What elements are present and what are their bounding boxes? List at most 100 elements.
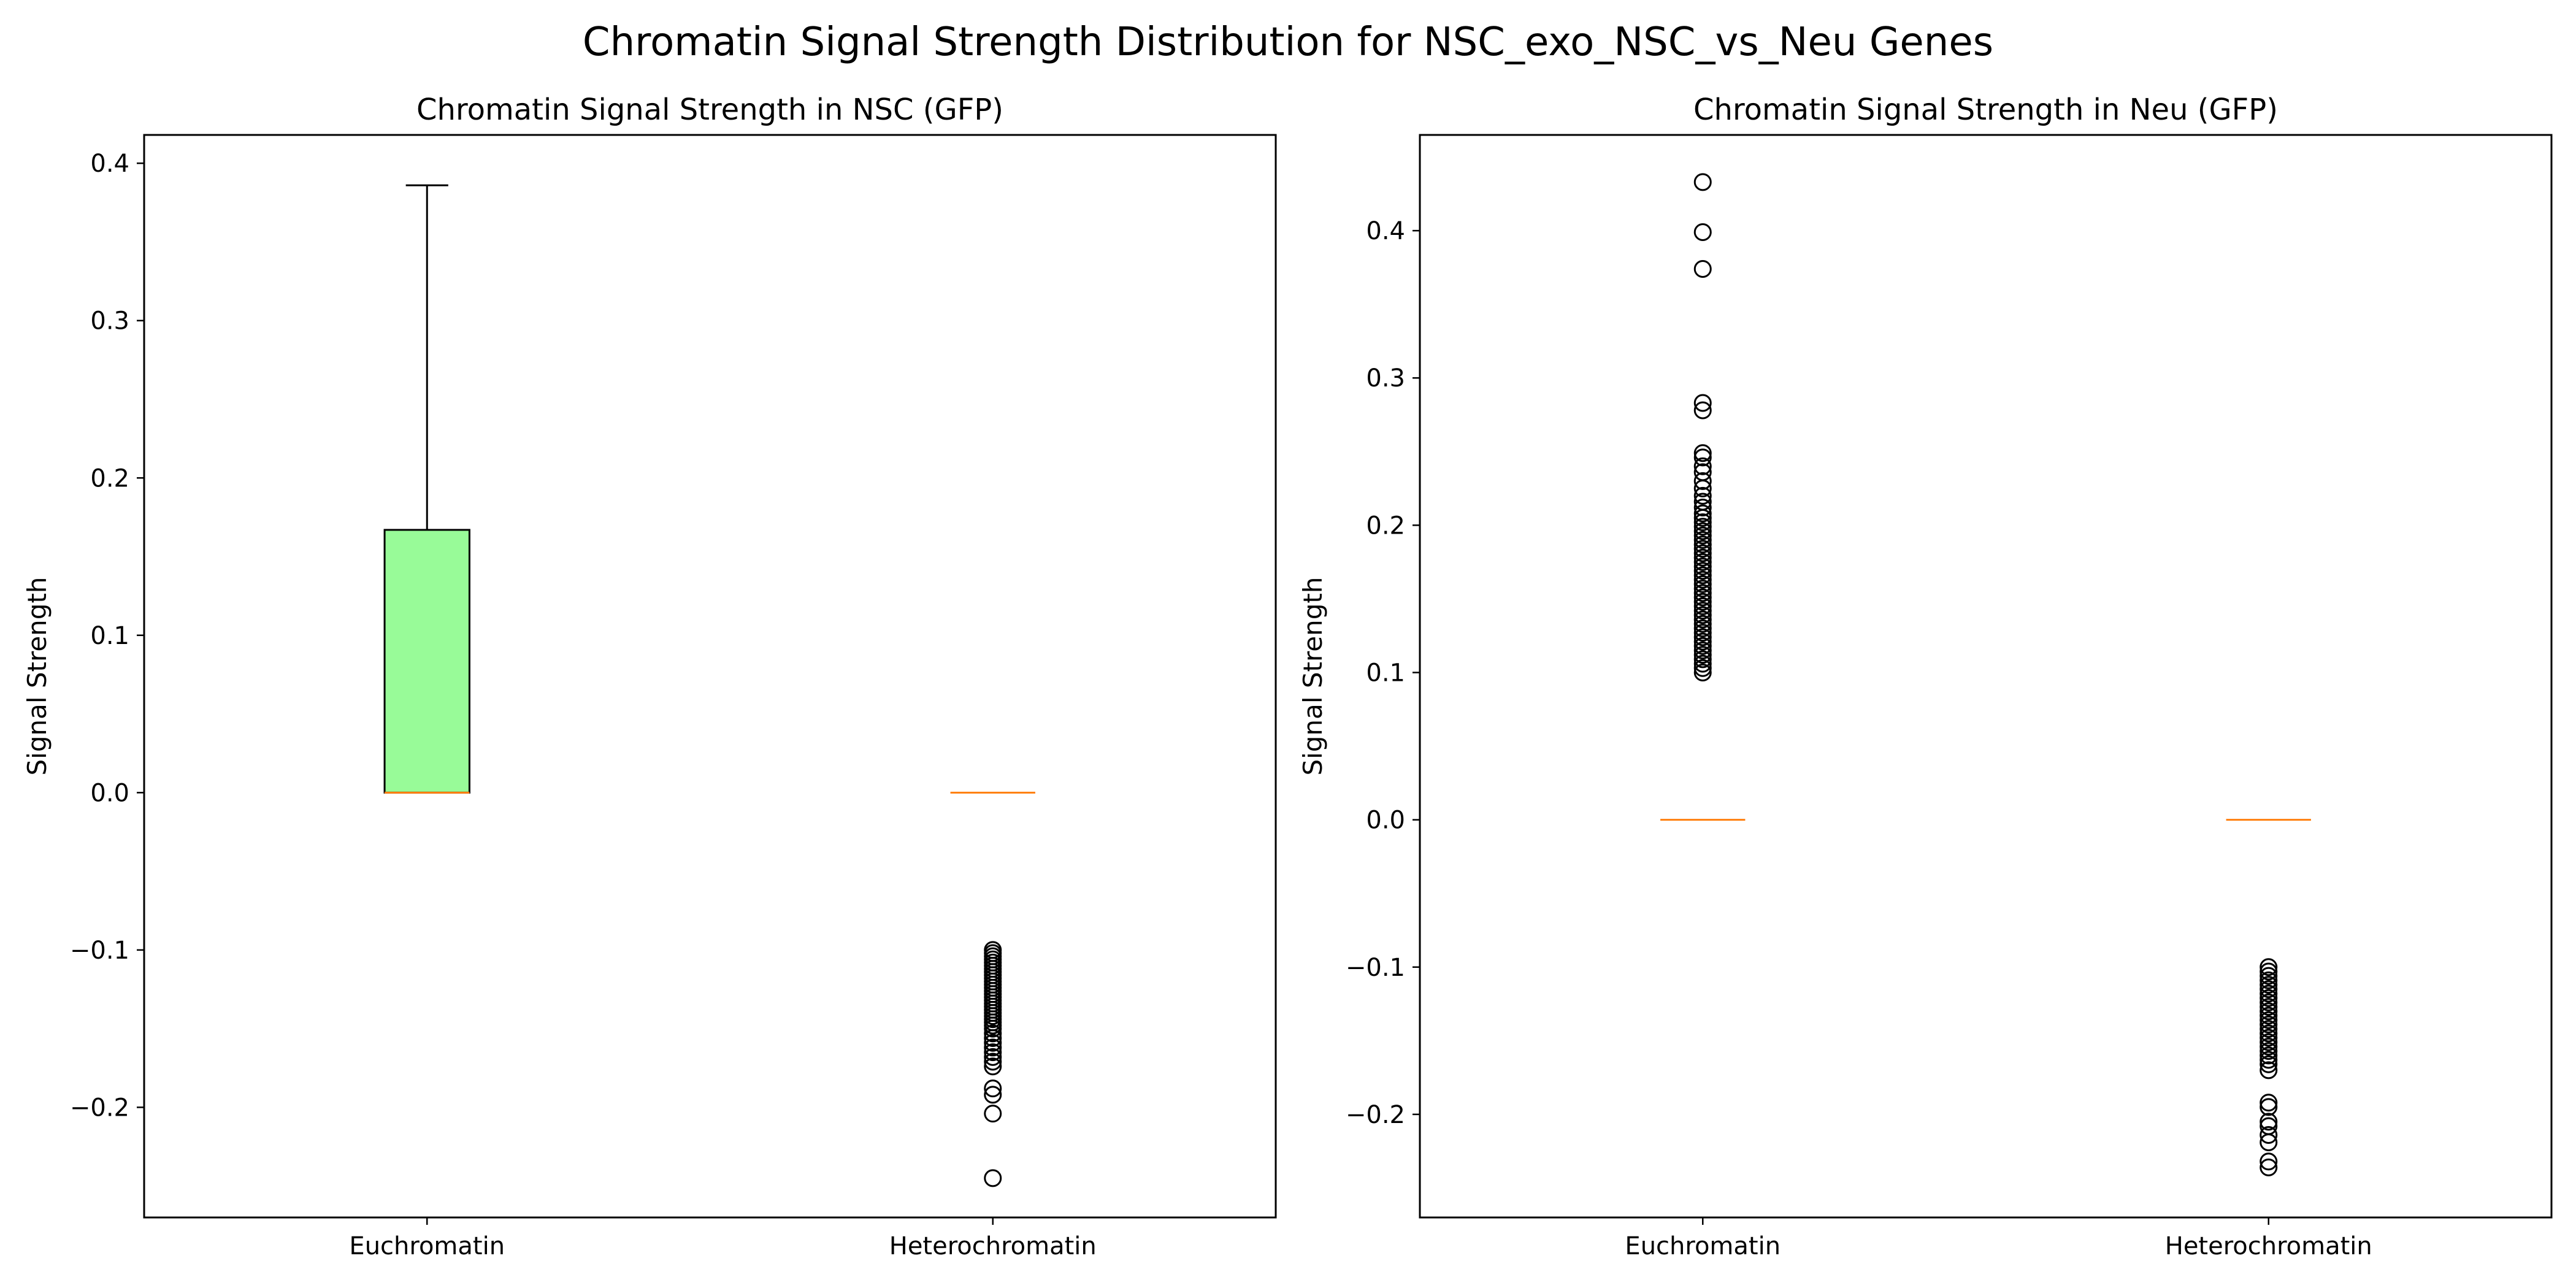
outlier-point [2260, 1020, 2278, 1038]
outlier-point [1693, 504, 1712, 523]
outlier-point [1693, 548, 1712, 567]
y-tick-label: 0.1 [1366, 659, 1405, 687]
outlier-point [1693, 562, 1712, 580]
box-euchromatin [383, 184, 470, 794]
outlier-point [2260, 1098, 2278, 1116]
outlier-point [984, 1079, 1002, 1098]
outlier-point [2260, 1051, 2278, 1069]
outlier-point [1693, 540, 1712, 558]
outlier-point [2260, 993, 2278, 1011]
outlier-point [1693, 463, 1712, 481]
panel-neu-frame [1419, 134, 2553, 1219]
y-tick-label: −0.1 [70, 937, 129, 965]
outlier-point [1693, 522, 1712, 540]
y-tick-label: 0.2 [1366, 512, 1405, 540]
outlier-point [1693, 486, 1712, 505]
outlier-point [984, 1086, 1002, 1104]
outlier-point [2260, 976, 2278, 994]
box-heterochromatin [950, 791, 1035, 1187]
outlier-point [1693, 632, 1712, 651]
outlier-point [1693, 526, 1712, 545]
y-tick-label: 0.0 [1366, 807, 1405, 835]
outlier-point [1693, 588, 1712, 607]
outlier-point [984, 1029, 1002, 1048]
panels: Chromatin Signal Strength in NSC (GFP) −0… [22, 93, 2553, 1260]
outlier-point [984, 1043, 1002, 1062]
outlier-point [2260, 1055, 2278, 1073]
outlier-point [2260, 1152, 2278, 1171]
y-tick-label: 0.1 [90, 622, 129, 650]
outlier-point [1693, 615, 1712, 633]
outlier-point [1693, 570, 1712, 589]
outlier-point [1693, 173, 1712, 191]
outlier-point [1693, 566, 1712, 585]
outlier-point [2260, 1011, 2278, 1029]
outlier-point [2260, 1046, 2278, 1065]
panel-nsc: Chromatin Signal Strength in NSC (GFP) −0… [22, 93, 1277, 1260]
box-heterochromatin [2226, 819, 2311, 1176]
panel-nsc-frame [143, 134, 1277, 1219]
outlier-point [2260, 1126, 2278, 1144]
outlier-point [2260, 1113, 2278, 1131]
panel-neu-ylabel: Signal Strength [1298, 577, 1328, 775]
outlier-point [1693, 401, 1712, 420]
outlier-point [1693, 394, 1712, 412]
outlier-point [1693, 602, 1712, 620]
outlier-point [984, 1024, 1002, 1043]
x-tick-label-euchromatin: Euchromatin [349, 1232, 505, 1260]
outlier-point [2260, 1015, 2278, 1033]
y-tick-label: 0.3 [90, 307, 129, 335]
outlier-point [1693, 260, 1712, 278]
outlier-point [1693, 448, 1712, 467]
y-tick-label: −0.2 [1346, 1101, 1405, 1129]
outlier-point [1693, 553, 1712, 571]
y-tick-label: −0.1 [1346, 954, 1405, 982]
outlier-point [1693, 624, 1712, 642]
outlier-point [1693, 637, 1712, 655]
outlier-point [2260, 971, 2278, 989]
outlier-point [1693, 457, 1712, 475]
outlier-point [1693, 472, 1712, 490]
x-tick-label-euchromatin: Euchromatin [1625, 1232, 1781, 1260]
outlier-point [2260, 980, 2278, 999]
outlier-point [984, 1052, 1002, 1071]
outlier-point [1693, 493, 1712, 511]
panel-neu-title: Chromatin Signal Strength in Neu (GFP) [1693, 93, 2278, 127]
outlier-point [984, 1048, 1002, 1066]
outlier-point [2260, 1158, 2278, 1176]
outlier-point [2260, 1037, 2278, 1056]
outlier-point [984, 1033, 1002, 1052]
outlier-point [1693, 646, 1712, 664]
y-tick-label: 0.2 [90, 464, 129, 493]
outlier-point [1693, 610, 1712, 629]
outlier-point [2260, 984, 2278, 1003]
outlier-point [1693, 531, 1712, 549]
outlier-point [1693, 518, 1712, 536]
outlier-point [1693, 592, 1712, 611]
outlier-point [2260, 962, 2278, 981]
outlier-point [2260, 967, 2278, 985]
outlier-point [1693, 659, 1712, 677]
outlier-point [1693, 663, 1712, 681]
outlier-point [2260, 1024, 2278, 1043]
outlier-point [1693, 444, 1712, 462]
outlier-point [1693, 597, 1712, 615]
outlier-point [1693, 641, 1712, 659]
outlier-point [2260, 1061, 2278, 1079]
outlier-point [2260, 1133, 2278, 1152]
outlier-point [1693, 619, 1712, 637]
outlier-point [1693, 544, 1712, 562]
outlier-point [2260, 1006, 2278, 1025]
y-tick-label: 0.4 [1366, 217, 1405, 245]
outlier-point [1693, 499, 1712, 517]
outlier-point [1693, 535, 1712, 554]
outlier-point [2260, 1094, 2278, 1112]
outlier-point [984, 1105, 1002, 1123]
x-tick-label-heterochromatin: Heterochromatin [889, 1232, 1097, 1260]
outlier-point [984, 1169, 1002, 1187]
outlier-point [1693, 654, 1712, 673]
panel-neu: Chromatin Signal Strength in Neu (GFP) −0… [1298, 93, 2553, 1260]
outlier-point [2260, 989, 2278, 1007]
outlier-point [1693, 628, 1712, 646]
